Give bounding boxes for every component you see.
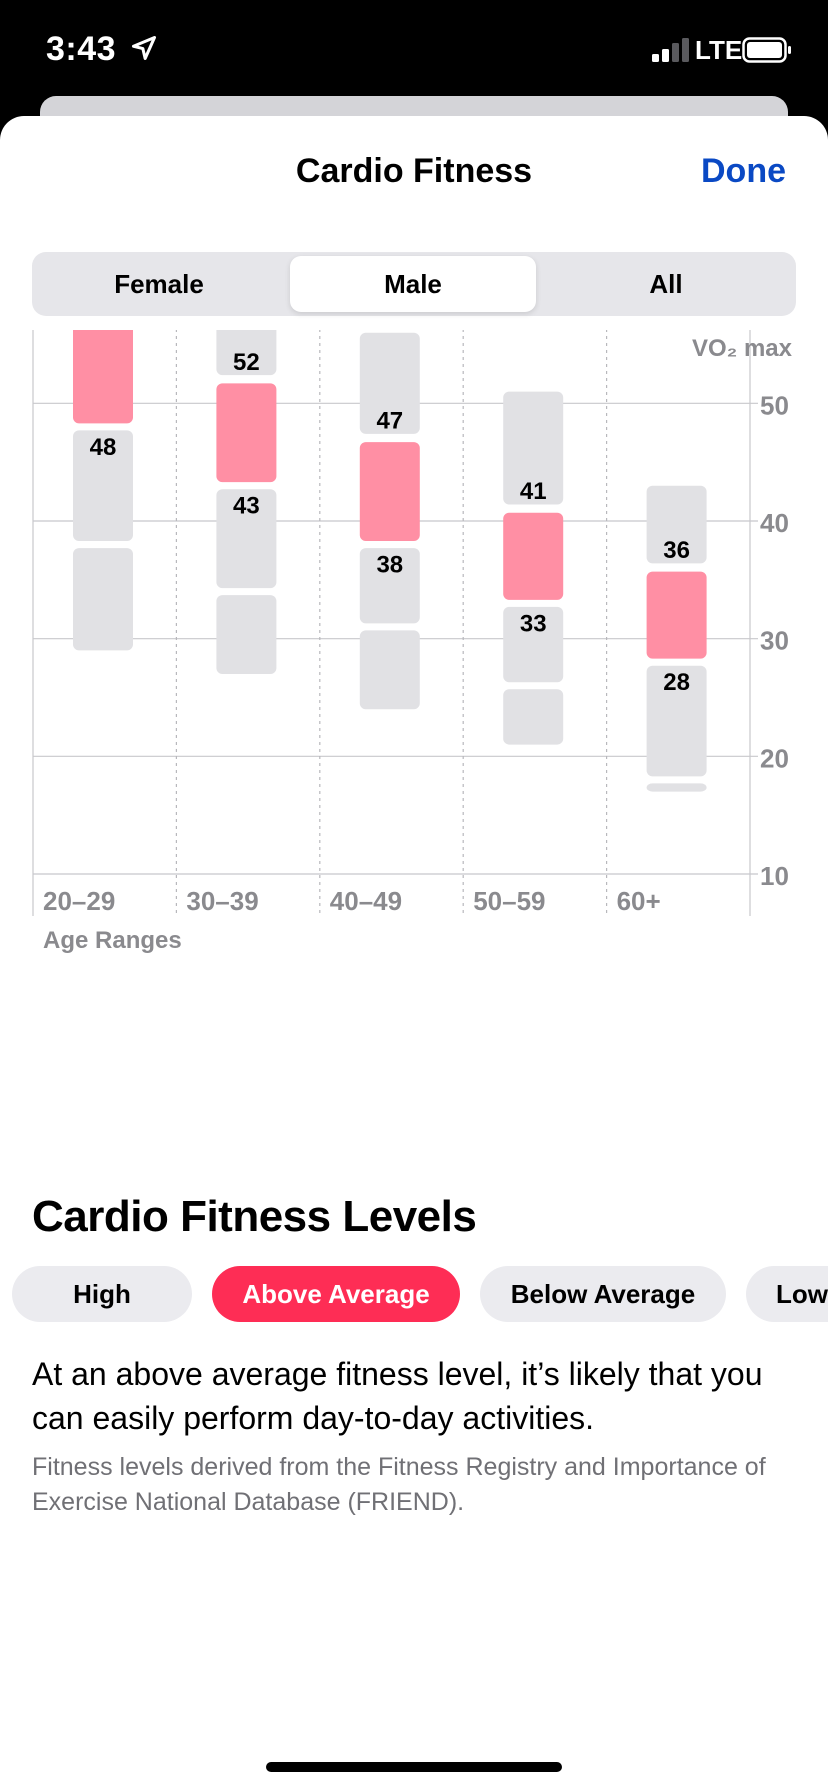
x-axis-title: Age Ranges: [43, 927, 182, 954]
y-tick-label: 40: [760, 508, 789, 538]
y-axis-title: VO₂ max: [692, 335, 793, 362]
bar-segment-below-average: [503, 606, 564, 683]
level-pill-low[interactable]: Low: [746, 1266, 828, 1322]
cellular-signal-icon: [652, 38, 689, 62]
cardio-fitness-sheet: Cardio Fitness Done Female Male All VO₂ …: [0, 116, 828, 1792]
bar-label-upper: 36: [663, 537, 690, 564]
bar-label-lower: 43: [233, 493, 260, 520]
data-source-note: Fitness levels derived from the Fitness …: [32, 1453, 766, 1516]
page-title: Cardio Fitness: [295, 152, 533, 190]
bar-segment-below-average: [646, 665, 707, 777]
bar-label-lower: 48: [90, 434, 117, 461]
segment-all[interactable]: All: [649, 269, 683, 299]
bar-label-lower: 33: [520, 610, 547, 637]
location-arrow-icon: [131, 35, 157, 61]
battery-icon: [742, 37, 791, 63]
bar-segment-above-average: [216, 383, 277, 483]
bar-segment-below-average: [216, 489, 277, 589]
y-tick-label: 30: [760, 626, 789, 656]
bar-segment-low: [503, 689, 564, 745]
bar-segment-low: [216, 595, 277, 674]
bar-segment-above-average: [646, 571, 707, 659]
vo2-max-chart: VO₂ max70605040302010574820–29524330–394…: [32, 330, 793, 954]
bar-label-upper: 47: [376, 408, 403, 435]
level-pill-above-average[interactable]: Above Average: [212, 1266, 460, 1322]
status-bar: 3:43 LTE: [0, 0, 828, 100]
bar-segment-low: [73, 548, 133, 651]
bar-segment-low: [359, 630, 420, 710]
level-description: At an above average fitness level, it’s …: [32, 1356, 763, 1436]
network-type: LTE: [695, 35, 743, 65]
x-tick-label: 50–59: [473, 886, 545, 916]
done-button[interactable]: Done: [701, 152, 786, 190]
segment-male[interactable]: Male: [290, 256, 536, 312]
x-tick-label: 40–49: [330, 886, 402, 916]
home-indicator: [266, 1762, 562, 1772]
segment-female[interactable]: Female: [114, 269, 204, 299]
x-tick-label: 30–39: [186, 886, 258, 916]
bar-segment-above-average: [359, 442, 420, 542]
bar-segment-above-average: [503, 512, 564, 600]
y-tick-label: 50: [760, 390, 789, 420]
bar-segment-above-average: [73, 330, 133, 424]
bar-label-upper: 41: [520, 478, 547, 505]
bar-segment-high: [216, 330, 277, 376]
y-tick-label: 10: [760, 861, 789, 891]
level-pill-high[interactable]: High: [12, 1266, 192, 1322]
bar-label-lower: 28: [663, 669, 690, 696]
bar-segment-high: [503, 391, 564, 505]
levels-title: Cardio Fitness Levels: [32, 1192, 477, 1241]
bar-label-upper: 52: [233, 349, 260, 376]
bar-label-lower: 38: [376, 552, 403, 579]
x-tick-label: 60+: [617, 886, 661, 916]
bar-segment-high: [359, 332, 420, 434]
x-tick-label: 20–29: [43, 886, 115, 916]
bar-segment-high: [646, 485, 707, 564]
bar-segment-below-average: [359, 548, 420, 624]
level-pill-below-average[interactable]: Below Average: [480, 1266, 726, 1322]
bar-segment-below-average: [73, 430, 133, 542]
bar-segment-low: [646, 783, 707, 792]
status-time: 3:43: [46, 30, 117, 68]
gender-segmented-control: Female Male All: [32, 252, 796, 316]
y-tick-label: 20: [760, 743, 789, 773]
